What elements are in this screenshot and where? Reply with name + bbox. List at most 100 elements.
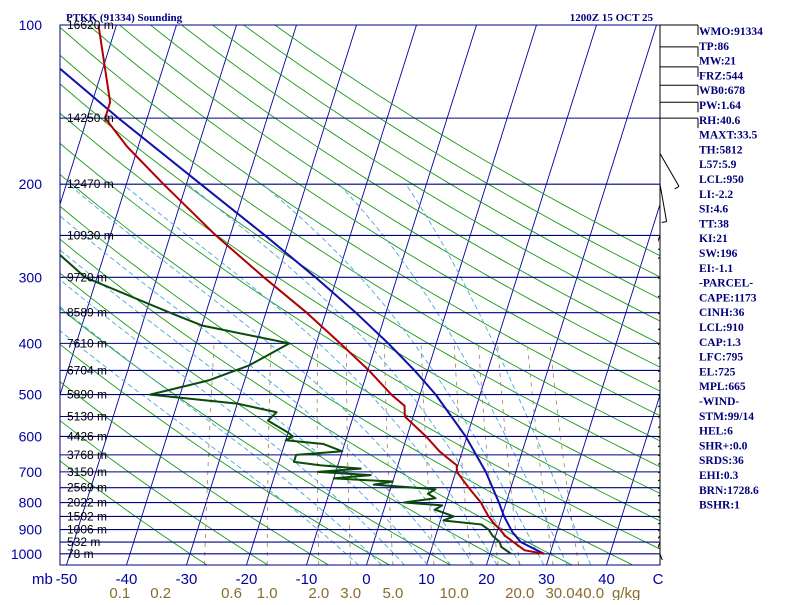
index-value: LFC:795 <box>699 352 743 364</box>
index-value: TT:38 <box>699 218 729 230</box>
dry-adiabat <box>181 25 660 322</box>
pressure-unit-label: mb <box>32 571 53 588</box>
index-value: L57:5.9 <box>699 159 737 171</box>
mixing-ratio-tick-label: 1.0 <box>257 585 278 600</box>
height-label: 5130 m <box>67 410 107 424</box>
index-value: BRN:1728.6 <box>699 485 759 497</box>
height-label: 2569 m <box>67 481 107 495</box>
wind-barb <box>660 84 699 96</box>
mixing-ratio-unit-label: g/kg <box>612 585 640 600</box>
index-value: TP:86 <box>699 41 729 53</box>
dry-adiabat <box>60 83 660 468</box>
index-value: STM:99/14 <box>699 411 754 423</box>
index-value: LCL:910 <box>699 322 744 334</box>
height-label: 78 m <box>67 547 94 561</box>
dry-adiabat <box>60 26 660 417</box>
index-value: KI:21 <box>699 233 728 245</box>
index-value: EL:725 <box>699 366 736 378</box>
isotherm-line <box>546 202 660 565</box>
dry-adiabat <box>60 142 660 522</box>
mixing-ratio-tick-label: 0.6 <box>221 585 242 600</box>
height-label: 6704 m <box>67 363 107 377</box>
wind-barb-shaft <box>659 153 680 187</box>
moist-adiabat <box>60 249 428 565</box>
mixing-ratio-tick-label: 20.0 <box>505 585 534 600</box>
wind-barb <box>660 24 699 35</box>
index-value: CAPE:1173 <box>699 292 757 304</box>
index-value: SRDS:36 <box>699 455 744 467</box>
pressure-tick-label: 1000 <box>11 546 42 562</box>
height-label: 8589 m <box>67 306 107 320</box>
index-value: MPL:665 <box>699 381 746 393</box>
index-value: LCL:950 <box>699 174 744 186</box>
height-label: 10930 m <box>67 228 114 242</box>
moist-adiabat <box>122 183 498 565</box>
temperature-tick-label: 0 <box>362 571 370 588</box>
index-value: EI:-1.1 <box>699 263 733 275</box>
moist-adiabat <box>187 183 521 565</box>
height-label: 1502 m <box>67 509 107 523</box>
dry-adiabat <box>60 54 660 442</box>
isotherm-line <box>60 25 117 206</box>
pressure-tick-label: 600 <box>19 428 43 444</box>
parcel-trace <box>60 67 545 555</box>
isotherm-line <box>246 25 417 565</box>
pressure-tick-label: 100 <box>19 17 43 33</box>
index-value: MAXT:33.5 <box>699 130 757 142</box>
temperature-tick-label: -30 <box>176 571 198 588</box>
moist-adiabat <box>60 279 405 565</box>
temperature-tick-label: -20 <box>236 571 258 588</box>
moist-adiabat <box>60 305 382 565</box>
pressure-tick-label: 800 <box>19 495 43 511</box>
dry-adiabat <box>150 25 660 345</box>
mixing-ratio-tick-label: 40.0 <box>575 585 604 600</box>
wind-barb <box>659 547 661 560</box>
temperature-tick-label: 10 <box>418 571 435 588</box>
pressure-tick-label: 200 <box>19 176 43 192</box>
height-label: 12470 m <box>67 177 114 191</box>
isotherm-line <box>366 25 537 565</box>
pressure-tick-label: 400 <box>19 335 43 351</box>
wind-barb-flag <box>674 185 680 190</box>
dry-adiabat <box>60 420 269 565</box>
wind-barb-flag <box>661 221 667 223</box>
isotherm-line <box>426 25 597 565</box>
mixing-ratio-tick-label: 5.0 <box>383 585 404 600</box>
wind-barb <box>660 66 699 77</box>
moist-adiabat <box>68 183 475 565</box>
temperature-tick-label: 40 <box>598 571 615 588</box>
isotherm-line <box>606 393 660 565</box>
index-value: WB0:678 <box>699 85 745 97</box>
height-label: 3150 m <box>67 465 107 479</box>
mixing-ratio-tick-label: 0.1 <box>109 585 130 600</box>
index-value: CAP:1.3 <box>699 337 741 349</box>
height-label: 2022 m <box>67 496 107 510</box>
index-value: SI:4.6 <box>699 204 728 216</box>
temperature-unit-label: C <box>653 571 664 588</box>
mixing-ratio-tick-label: 30.0 <box>545 585 574 600</box>
dry-adiabat <box>60 173 660 550</box>
dry-adiabat <box>243 25 660 278</box>
index-value: -WIND- <box>699 396 739 408</box>
isotherm-line <box>60 25 177 397</box>
index-value: SW:196 <box>699 248 738 260</box>
dry-adiabat <box>60 343 390 565</box>
moist-adiabat <box>60 215 452 565</box>
index-value: LI:-2.2 <box>699 189 733 201</box>
height-label: 3768 m <box>67 448 107 462</box>
height-label: 532 m <box>67 535 100 549</box>
wind-barb <box>660 117 699 129</box>
height-label: 7610 m <box>67 336 107 350</box>
dry-adiabat <box>119 25 660 368</box>
wind-barb <box>658 211 661 250</box>
height-label: 5890 m <box>67 388 107 402</box>
chart-timestamp: 1200Z 15 OCT 25 <box>570 12 654 24</box>
wind-barb <box>659 153 680 190</box>
isotherm-line <box>126 25 297 565</box>
chart-title: PTKK (91334) Sounding <box>66 12 183 24</box>
temperature-tick-label: -40 <box>116 571 138 588</box>
height-label: 4426 m <box>67 429 107 443</box>
height-label: 9720 m <box>67 270 107 284</box>
wind-barb-shaft <box>659 553 663 560</box>
